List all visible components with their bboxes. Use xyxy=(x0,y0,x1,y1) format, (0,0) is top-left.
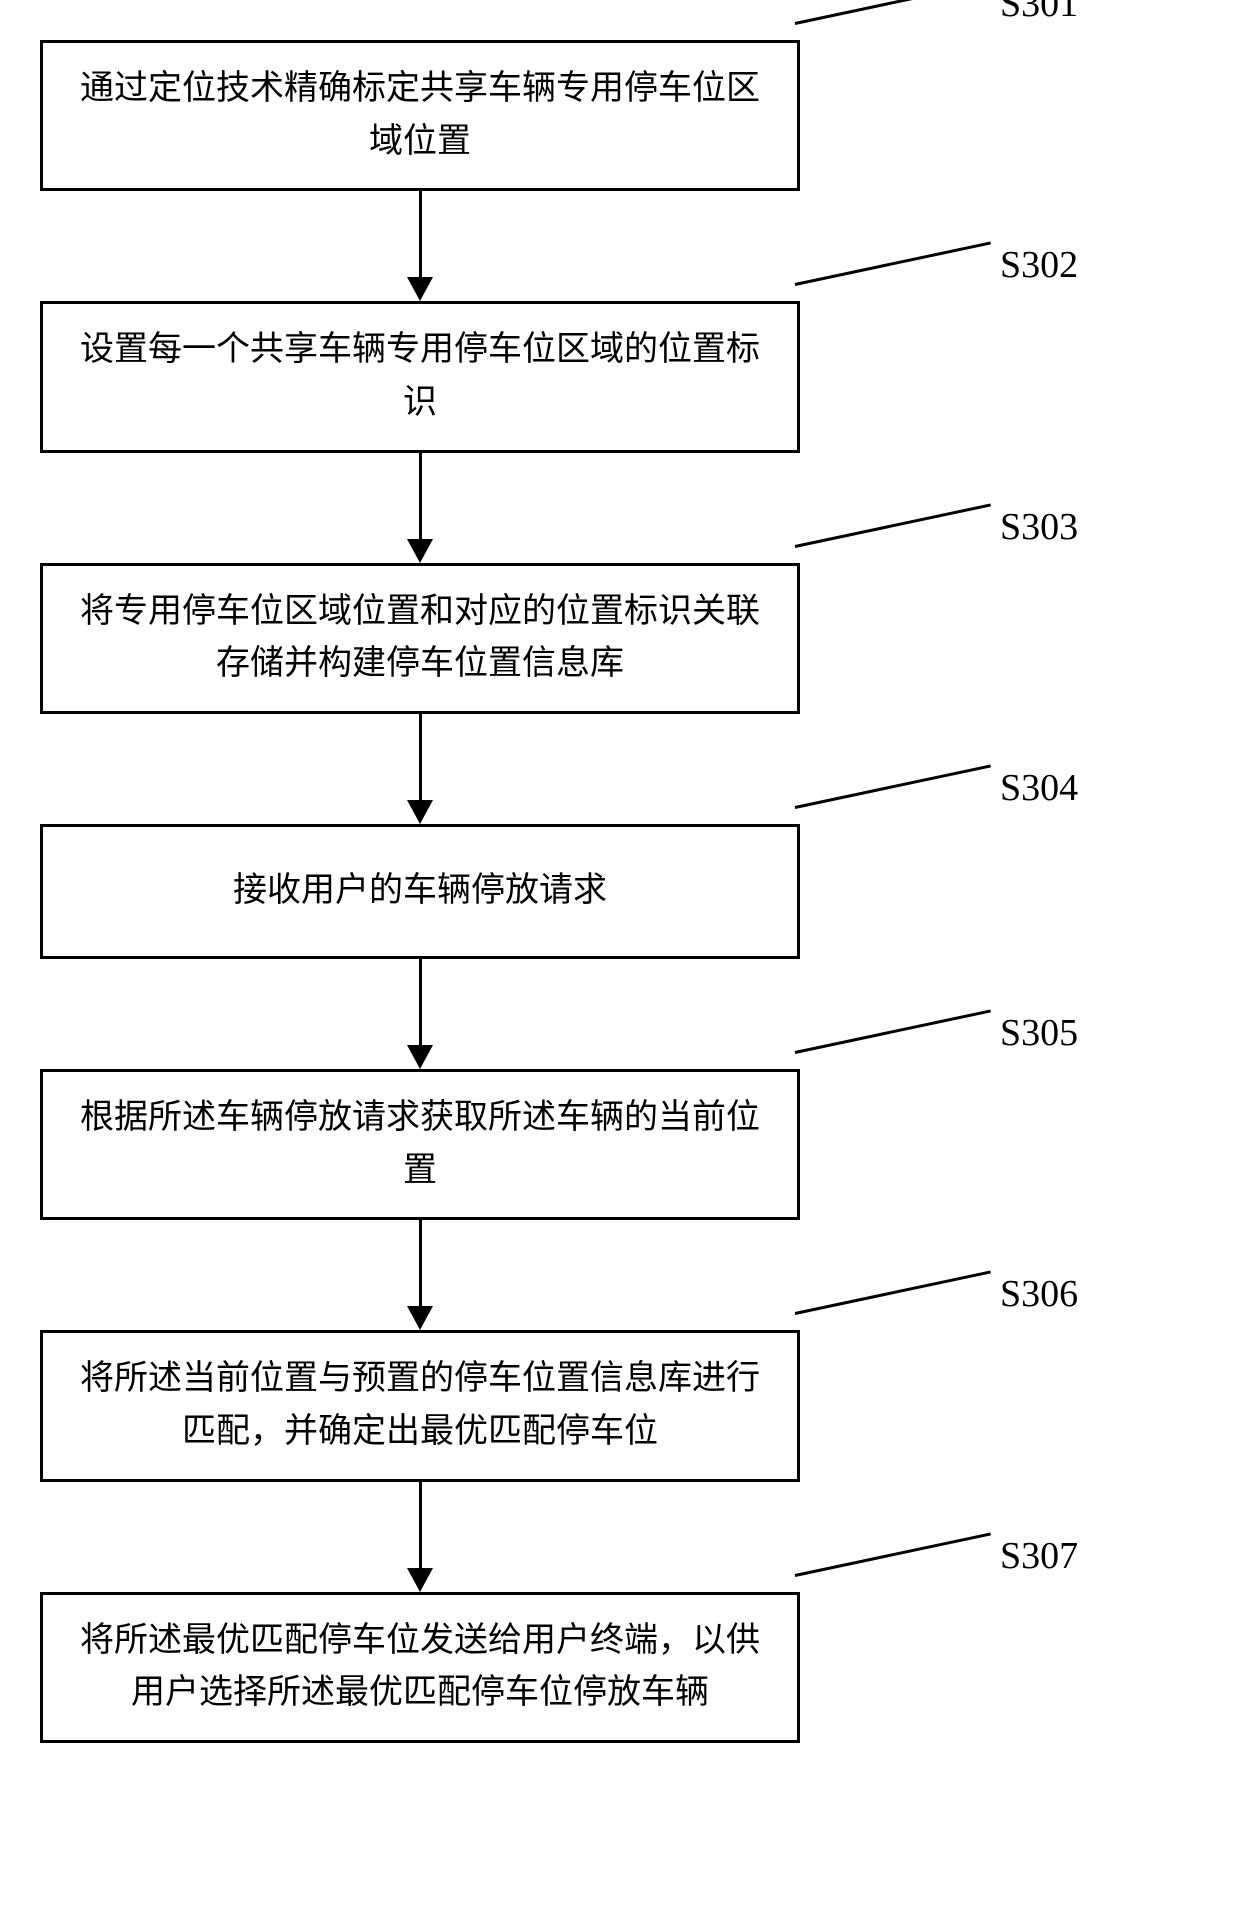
arrow-line xyxy=(419,1482,422,1568)
arrow xyxy=(40,714,800,824)
step-text: 将专用停车位区域位置和对应的位置标识关联存储并构建停车位置信息库 xyxy=(80,593,760,683)
box-column: 通过定位技术精确标定共享车辆专用停车位区域位置 xyxy=(40,40,800,301)
arrow-head-icon xyxy=(407,1045,433,1069)
box-column: 将所述最优匹配停车位发送给用户终端，以供用户选择所述最优匹配停车位停放车辆 xyxy=(40,1592,800,1743)
box-column: 根据所述车辆停放请求获取所述车辆的当前位置 xyxy=(40,1069,800,1330)
box-column: 将专用停车位区域位置和对应的位置标识关联存储并构建停车位置信息库 xyxy=(40,563,800,824)
step-text: 通过定位技术精确标定共享车辆专用停车位区域位置 xyxy=(80,70,760,160)
arrow-head-icon xyxy=(407,277,433,301)
arrow-line xyxy=(419,1220,422,1306)
arrow xyxy=(40,1220,800,1330)
step-text: 根据所述车辆停放请求获取所述车辆的当前位置 xyxy=(80,1099,760,1189)
step-row: 将专用停车位区域位置和对应的位置标识关联存储并构建停车位置信息库 S303 xyxy=(40,563,1140,824)
arrow xyxy=(40,453,800,563)
step-box-s305: 根据所述车辆停放请求获取所述车辆的当前位置 xyxy=(40,1069,800,1220)
step-row: 根据所述车辆停放请求获取所述车辆的当前位置 S305 xyxy=(40,1069,1140,1330)
arrow-head-icon xyxy=(407,539,433,563)
step-row: 接收用户的车辆停放请求 S304 xyxy=(40,824,1140,1069)
flowchart-container: 通过定位技术精确标定共享车辆专用停车位区域位置 S301 设置每一个共享车辆专用… xyxy=(40,40,1140,1743)
box-column: 设置每一个共享车辆专用停车位区域的位置标识 xyxy=(40,301,800,562)
step-label: S301 xyxy=(1000,0,1078,26)
box-column: 将所述当前位置与预置的停车位置信息库进行匹配，并确定出最优匹配停车位 xyxy=(40,1330,800,1591)
arrow-line xyxy=(419,453,422,539)
step-label: S307 xyxy=(1000,1534,1078,1578)
step-label: S306 xyxy=(1000,1272,1078,1316)
step-box-s301: 通过定位技术精确标定共享车辆专用停车位区域位置 xyxy=(40,40,800,191)
arrow xyxy=(40,1482,800,1592)
arrow-line xyxy=(419,959,422,1045)
step-text: 设置每一个共享车辆专用停车位区域的位置标识 xyxy=(80,331,760,421)
arrow-line xyxy=(419,714,422,800)
arrow-head-icon xyxy=(407,800,433,824)
arrow xyxy=(40,191,800,301)
step-box-s307: 将所述最优匹配停车位发送给用户终端，以供用户选择所述最优匹配停车位停放车辆 xyxy=(40,1592,800,1743)
step-box-s302: 设置每一个共享车辆专用停车位区域的位置标识 xyxy=(40,301,800,452)
step-label: S305 xyxy=(1000,1011,1078,1055)
step-box-s304: 接收用户的车辆停放请求 xyxy=(40,824,800,959)
step-box-s303: 将专用停车位区域位置和对应的位置标识关联存储并构建停车位置信息库 xyxy=(40,563,800,714)
step-text: 接收用户的车辆停放请求 xyxy=(233,872,607,909)
step-row: 设置每一个共享车辆专用停车位区域的位置标识 S302 xyxy=(40,301,1140,562)
connector-line xyxy=(795,0,991,25)
step-text: 将所述当前位置与预置的停车位置信息库进行匹配，并确定出最优匹配停车位 xyxy=(80,1360,760,1450)
box-column: 接收用户的车辆停放请求 xyxy=(40,824,800,1069)
step-row: 将所述当前位置与预置的停车位置信息库进行匹配，并确定出最优匹配停车位 S306 xyxy=(40,1330,1140,1591)
step-box-s306: 将所述当前位置与预置的停车位置信息库进行匹配，并确定出最优匹配停车位 xyxy=(40,1330,800,1481)
step-label: S304 xyxy=(1000,766,1078,810)
arrow-line xyxy=(419,191,422,277)
arrow-head-icon xyxy=(407,1306,433,1330)
step-label: S303 xyxy=(1000,505,1078,549)
arrow-head-icon xyxy=(407,1568,433,1592)
step-row: 将所述最优匹配停车位发送给用户终端，以供用户选择所述最优匹配停车位停放车辆 S3… xyxy=(40,1592,1140,1743)
step-row: 通过定位技术精确标定共享车辆专用停车位区域位置 S301 xyxy=(40,40,1140,301)
step-label: S302 xyxy=(1000,243,1078,287)
arrow xyxy=(40,959,800,1069)
step-text: 将所述最优匹配停车位发送给用户终端，以供用户选择所述最优匹配停车位停放车辆 xyxy=(80,1622,760,1712)
